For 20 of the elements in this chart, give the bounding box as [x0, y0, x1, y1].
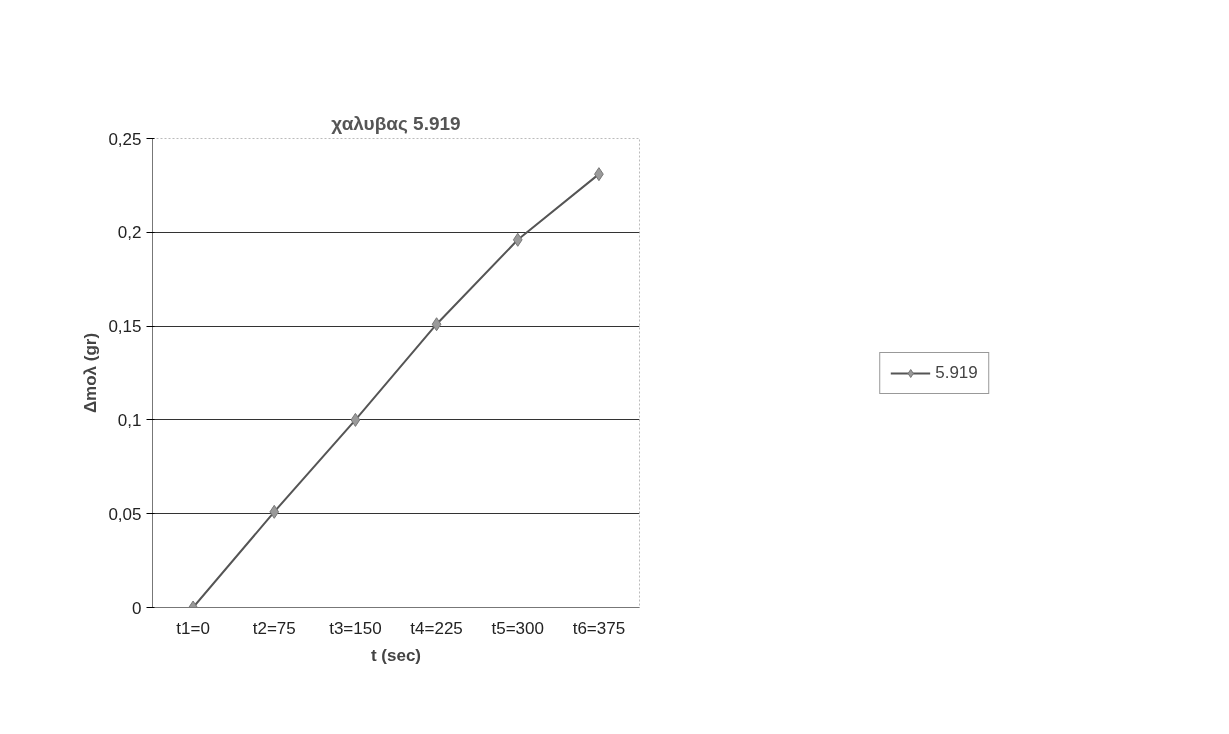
x-tick-label: t4=225 [410, 618, 463, 638]
y-tick-label: 0,15 [108, 317, 142, 337]
y-tick-label: 0,25 [108, 129, 142, 149]
point [350, 412, 361, 427]
point [269, 504, 280, 519]
x-tick-label: t5=300 [491, 618, 544, 638]
chart-title: χαλυβας 5.919 [331, 112, 461, 134]
x-tick-label: t2=75 [252, 618, 296, 638]
point [512, 232, 523, 247]
legend-label: 5.919 [935, 362, 978, 383]
point [431, 317, 442, 332]
y-tick-label: 0,05 [108, 504, 142, 524]
y-tick-label: 0 [132, 598, 142, 618]
y-tick-label: 0,2 [117, 223, 142, 243]
x-tick-label: t1=0 [176, 618, 210, 638]
y-tick-label: 0,1 [117, 410, 142, 430]
y-axis-title: Δmoλ (gr) [81, 332, 101, 414]
x-tick-label: t6=375 [572, 618, 626, 638]
x-axis-title: t (sec) [370, 645, 422, 665]
x-tick-label: t3=150 [329, 618, 382, 638]
